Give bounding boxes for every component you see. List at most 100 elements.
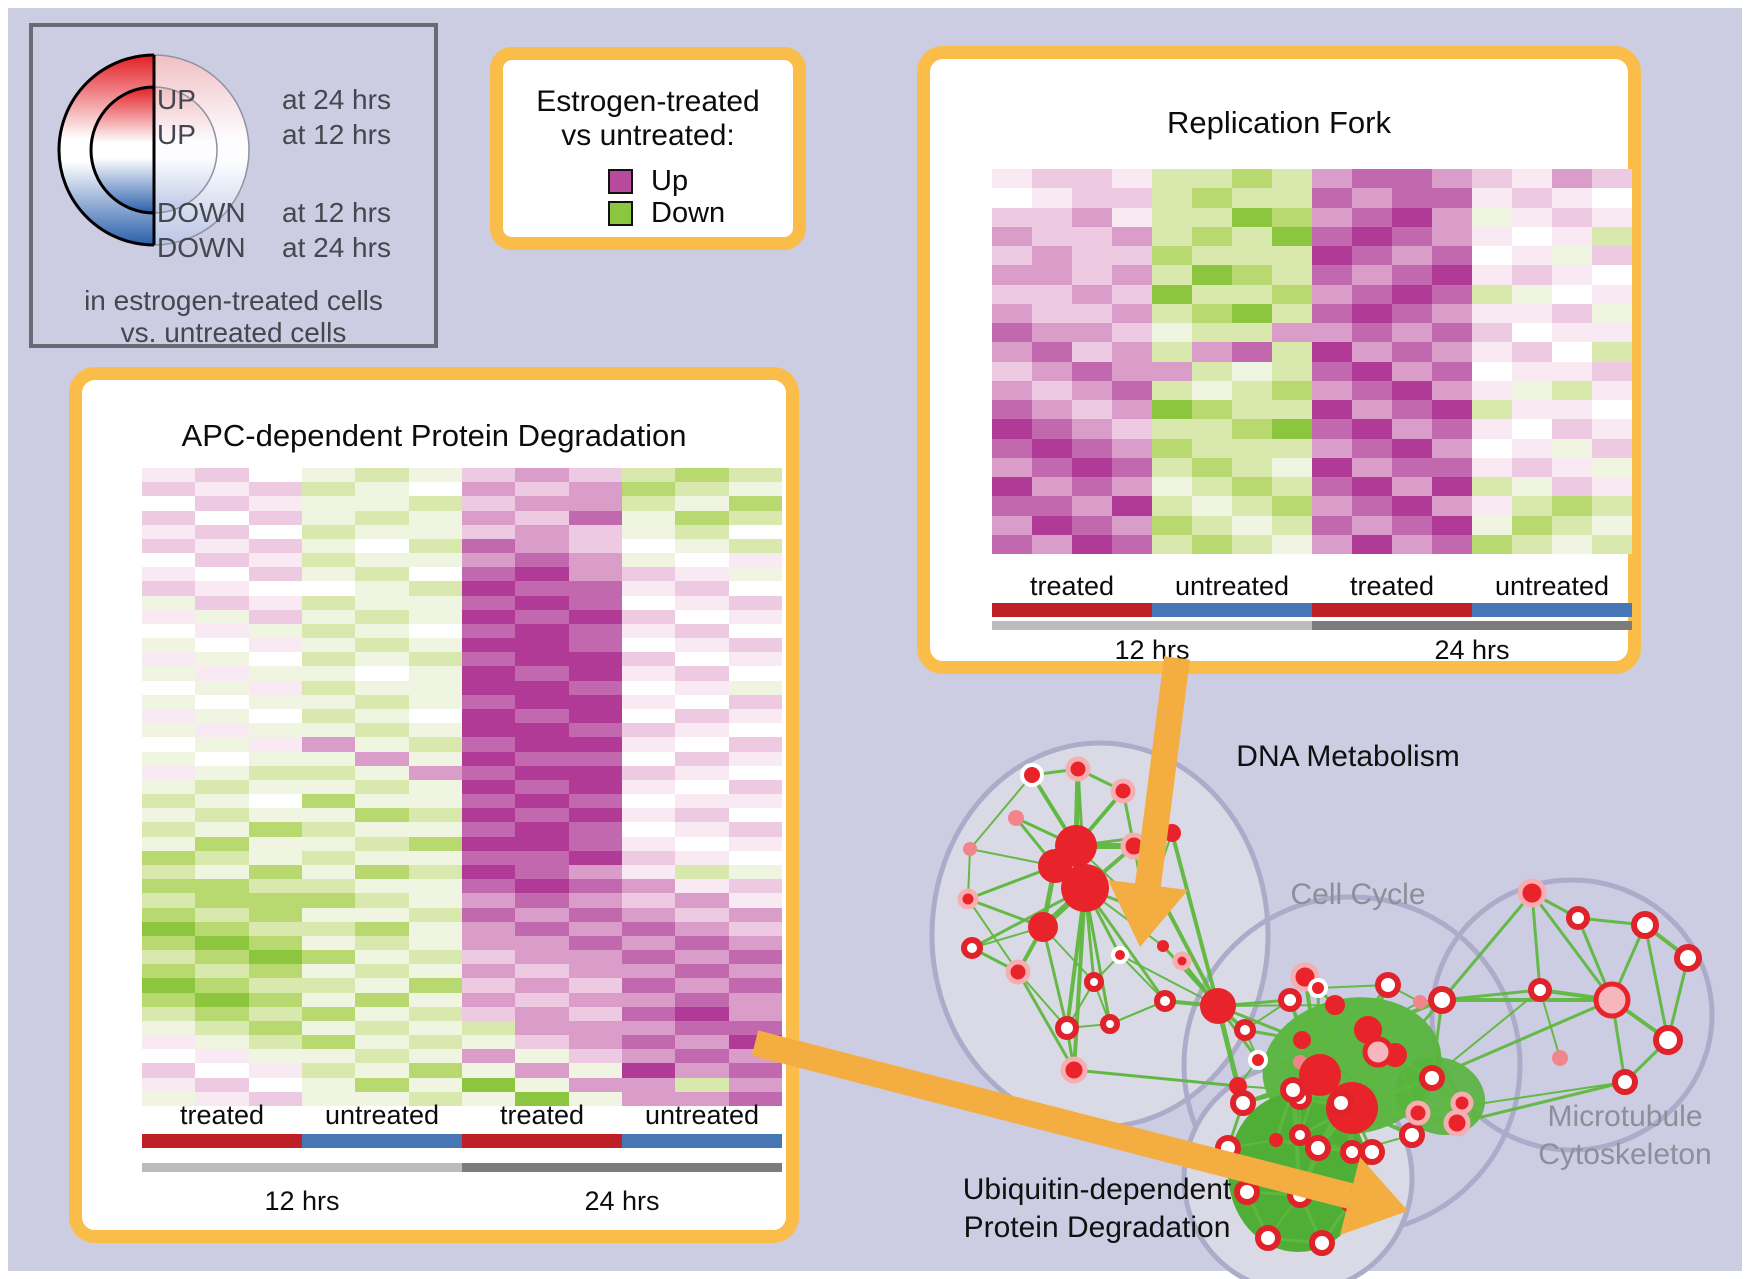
heatmap-cell <box>1352 438 1392 458</box>
heatmap-cell <box>301 496 356 511</box>
heatmap-cell <box>1112 438 1152 458</box>
heatmap-cell <box>675 751 729 766</box>
condition-color-bar <box>992 603 1632 617</box>
heatmap-cell <box>675 992 729 1007</box>
heatmap-cell <box>248 992 302 1007</box>
heatmap-cell <box>1112 457 1152 477</box>
heatmap-cell <box>1072 342 1112 362</box>
condition-color-bar <box>142 1134 782 1148</box>
heatmap-cell <box>1432 438 1472 458</box>
heatmap-cell <box>1512 477 1552 497</box>
heatmap-cell <box>568 666 622 681</box>
heatmap-cell <box>1472 419 1512 439</box>
heatmap-cell <box>355 822 409 837</box>
heatmap-cell <box>1272 323 1312 343</box>
heatmap-cell <box>515 1091 569 1106</box>
heatmap-cell <box>675 666 729 681</box>
heatmap-cell <box>1352 284 1392 304</box>
heatmap-cell <box>355 538 409 554</box>
heatmap-cell <box>568 751 622 766</box>
heatmap-cell <box>248 950 302 965</box>
heatmap-cell <box>1432 515 1472 535</box>
heatmap-cell <box>355 1035 409 1050</box>
heatmap-cell <box>568 496 622 511</box>
heatmap-cell <box>1072 303 1112 323</box>
heatmap-cell <box>408 921 462 936</box>
heatmap-cell <box>1072 169 1112 189</box>
heatmap-cell <box>1312 438 1352 458</box>
replication-fork-heatmap <box>992 169 1632 554</box>
timepoint-color-bar <box>992 621 1632 630</box>
heatmap-cell <box>248 964 302 979</box>
heatmap-cell <box>1552 246 1592 266</box>
heatmap-cell <box>248 836 302 851</box>
heatmap-cell <box>728 538 782 554</box>
heatmap-cell <box>515 765 569 780</box>
heatmap-cell <box>461 1035 516 1050</box>
heatmap-cell <box>515 964 569 979</box>
heatmap-cell <box>1392 380 1432 400</box>
heatmap-cell <box>515 1049 569 1064</box>
heatmap-cell <box>142 638 196 653</box>
heatmap-cell <box>461 907 516 922</box>
heatmap-cell <box>992 477 1032 497</box>
heatmap-cell <box>301 921 356 936</box>
heatmap-cell <box>1312 361 1352 381</box>
heatmap-cell <box>355 879 409 894</box>
heatmap-cell <box>461 964 516 979</box>
heatmap-cell <box>142 808 196 823</box>
heatmap-cell <box>675 723 729 738</box>
heatmap-cell <box>408 666 462 681</box>
heatmap-cell <box>1512 265 1552 285</box>
heatmap-cell <box>408 482 462 497</box>
heatmap-cell <box>248 538 302 554</box>
heatmap-cell <box>355 638 409 653</box>
heatmap-cell <box>621 623 676 639</box>
heatmap-cell <box>621 553 676 568</box>
heatmap-cell <box>621 680 676 695</box>
heatmap-cell <box>1472 361 1512 381</box>
heatmap-cell <box>248 609 302 624</box>
heatmap-cell <box>1032 477 1072 497</box>
heatmap-cell <box>1192 457 1232 477</box>
heatmap-cell <box>1072 438 1112 458</box>
heatmap-cell <box>142 694 196 710</box>
heatmap-cell <box>992 323 1032 343</box>
heatmap-cell <box>408 609 462 624</box>
heatmap-cell <box>1552 380 1592 400</box>
heatmap-cell <box>1232 323 1272 343</box>
heatmap-cell <box>568 694 622 710</box>
heatmap-cell <box>1272 342 1312 362</box>
heatmap-cell <box>1512 323 1552 343</box>
heatmap-cell <box>1232 265 1272 285</box>
heatmap-cell <box>1232 534 1272 554</box>
heatmap-cell <box>1232 188 1272 208</box>
heatmap-cell <box>568 935 622 951</box>
heatmap-cell <box>195 1049 249 1064</box>
heatmap-cell <box>1592 457 1632 477</box>
heatmap-cell <box>1432 169 1472 189</box>
heatmap-cell <box>1312 284 1352 304</box>
heatmap-cell <box>621 1077 676 1092</box>
condition-label: untreated <box>1494 571 1610 601</box>
heatmap-cell <box>568 779 622 795</box>
heatmap-cell <box>461 737 516 752</box>
heatmap-cell <box>728 638 782 653</box>
heatmap-cell <box>195 1020 249 1036</box>
heatmap-cell <box>1192 342 1232 362</box>
heatmap-cell <box>728 992 782 1007</box>
heatmap-cell <box>515 1006 569 1021</box>
heatmap-cell <box>461 567 516 582</box>
heatmap-cell <box>301 638 356 653</box>
heatmap-cell <box>1432 496 1472 516</box>
apc-heatmap <box>142 468 782 1106</box>
heatmap-cell <box>992 496 1032 516</box>
heatmap-cell <box>408 538 462 554</box>
heatmap-cell <box>1392 246 1432 266</box>
heatmap-cell <box>1232 226 1272 246</box>
heatmap-cell <box>675 524 729 539</box>
heatmap-cell <box>1432 457 1472 477</box>
heatmap-cell <box>1032 515 1072 535</box>
heatmap-cell <box>1392 400 1432 420</box>
heatmap-cell <box>1472 284 1512 304</box>
